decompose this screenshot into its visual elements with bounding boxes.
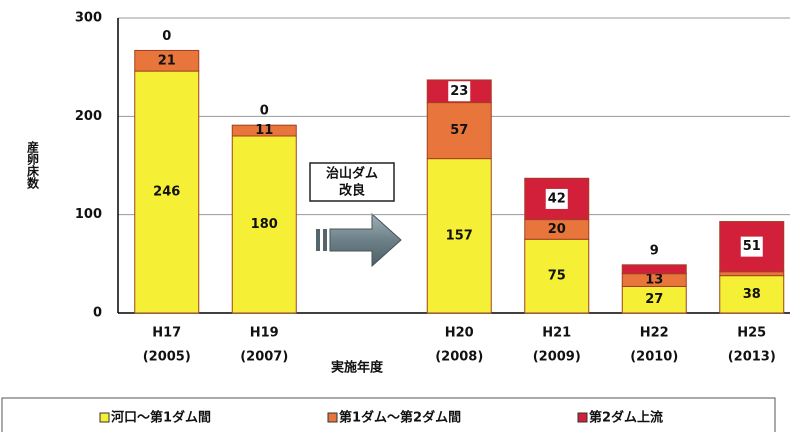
data-label: 75 [548, 269, 566, 284]
data-label: 180 [251, 217, 278, 232]
bar-segment [524, 238, 590, 314]
x-tick-label: (2008) [435, 350, 483, 365]
x-tick-label: H22 [640, 326, 669, 341]
data-label: 38 [743, 287, 761, 302]
legend [1, 397, 776, 436]
y-axis-label: 産卵床数 [26, 140, 40, 190]
bar-segment [719, 271, 785, 277]
data-label: 0 [260, 104, 269, 119]
bar-segment [426, 102, 492, 160]
data-label: 23 [450, 84, 468, 99]
y-tick-label: 200 [75, 109, 102, 124]
bar-segment [524, 177, 590, 221]
x-axis-label: 実施年度 [331, 360, 384, 376]
label-box [448, 81, 471, 102]
bar-segment [134, 70, 200, 314]
y-tick-label: 300 [75, 11, 102, 26]
legend-label: 河口～第1ダム間 [111, 410, 211, 426]
x-tick-label: (2005) [143, 350, 191, 365]
x-tick-label: H20 [445, 326, 474, 341]
y-tick-label: 0 [93, 306, 102, 321]
legend-label: 第2ダム上流 [589, 410, 663, 426]
data-label: 21 [158, 53, 176, 68]
data-label: 20 [548, 222, 566, 237]
label-box [545, 188, 568, 209]
x-tick-label: H19 [250, 326, 279, 341]
label-box [740, 236, 763, 257]
bar-segment [134, 49, 200, 72]
data-label: 157 [446, 228, 473, 243]
x-tick-label: H21 [542, 326, 571, 341]
bar-segment [621, 285, 687, 314]
annotation-box [309, 162, 395, 202]
y-tick-label: 100 [75, 207, 102, 222]
bar-segment [231, 124, 297, 137]
x-tick-label: (2007) [240, 350, 288, 365]
data-label: 57 [450, 123, 468, 138]
data-label: 27 [645, 292, 663, 307]
legend-swatch [577, 412, 588, 423]
legend-swatch [99, 412, 110, 423]
bar-segment [621, 264, 687, 275]
x-tick-label: (2013) [728, 350, 776, 365]
annotation: 治山ダム [326, 166, 378, 182]
legend-label: 第1ダム～第2ダム間 [339, 410, 461, 426]
x-tick-label: H25 [737, 326, 766, 341]
annotation: 改良 [339, 183, 365, 199]
data-label: 246 [153, 185, 180, 200]
data-label: 0 [162, 29, 171, 44]
data-label: 9 [650, 243, 659, 258]
arrow [316, 212, 402, 268]
x-tick-label: H17 [152, 326, 181, 341]
legend-swatch [327, 412, 338, 423]
x-tick-label: (2010) [630, 350, 678, 365]
data-label: 13 [645, 273, 663, 288]
data-label: 42 [548, 191, 566, 206]
x-tick-label: (2009) [533, 350, 581, 365]
data-label: 11 [255, 123, 273, 138]
data-label: 51 [743, 239, 761, 254]
bar-segment [719, 275, 785, 314]
